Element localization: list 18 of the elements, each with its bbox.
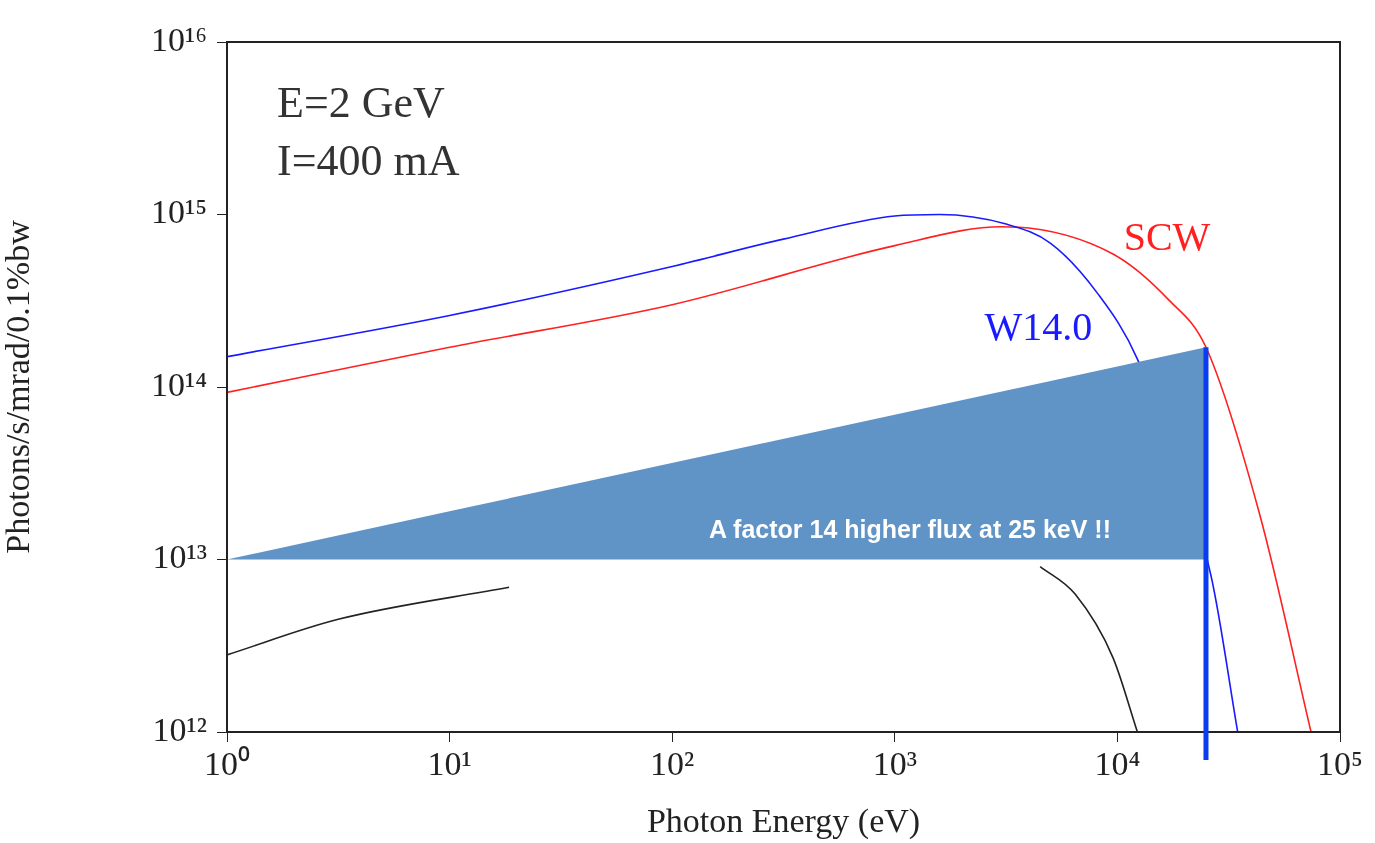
y-axis-title: Photons/s/mrad/0.1%bw (0, 219, 37, 554)
x-tick-label: 10² (650, 745, 695, 783)
y-tick-label: 10¹⁶ (150, 20, 207, 58)
x-tick-label: 10⁵ (1317, 745, 1363, 783)
y-tick-label: 10¹³ (152, 538, 207, 576)
x-axis-title: Photon Energy (eV) (646, 801, 921, 840)
x-tick-label: 10⁰ (204, 745, 250, 783)
annotation: I=400 mA (277, 135, 460, 186)
series-label: W14.0 (984, 304, 1093, 350)
y-tick-label: 10¹⁴ (150, 365, 207, 403)
y-tick-label: 10¹² (152, 710, 207, 748)
annotation: E=2 GeV (277, 77, 445, 128)
annotation: A factor 14 higher flux at 25 keV !! (709, 514, 1111, 544)
x-tick-label: 10¹ (427, 745, 472, 783)
x-tick-label: 10³ (872, 745, 917, 783)
series-label: SCW (1123, 213, 1211, 259)
x-tick-label: 10⁴ (1094, 745, 1141, 783)
y-tick-label: 10¹⁵ (150, 193, 207, 231)
